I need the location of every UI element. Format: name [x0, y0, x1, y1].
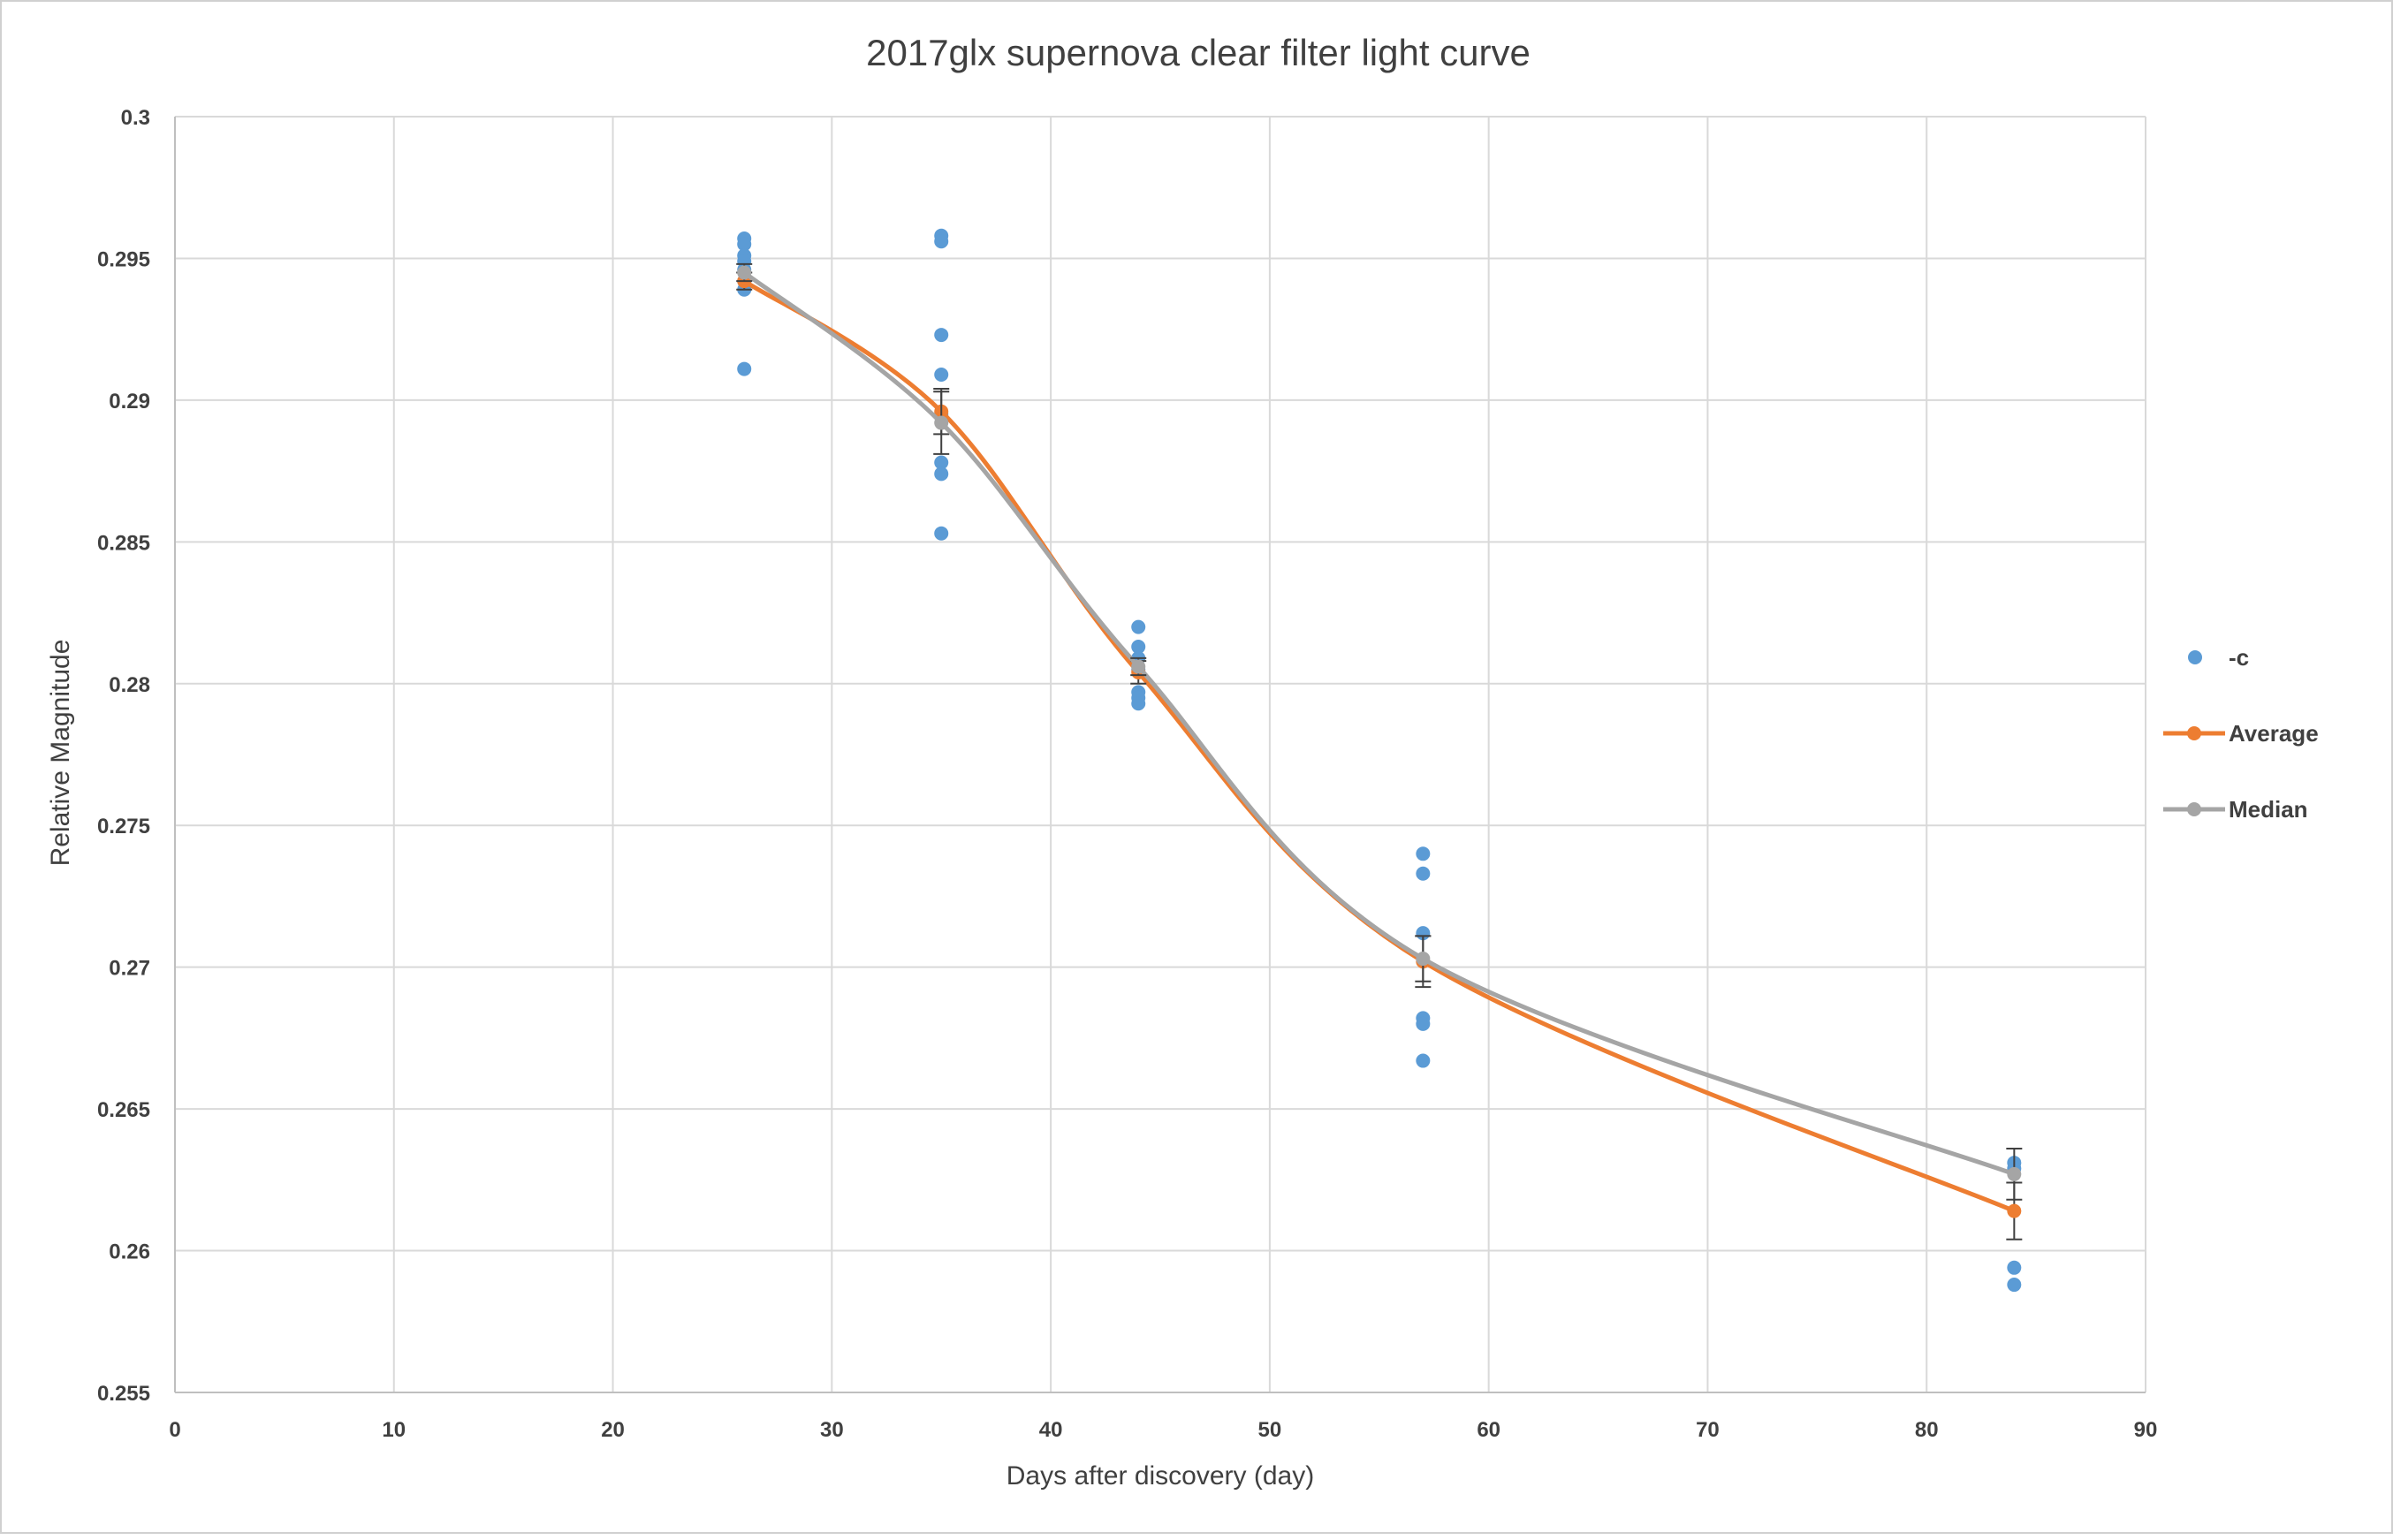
scatter-point [934, 368, 949, 383]
x-tick-label: 50 [1258, 1418, 1282, 1442]
scatter-point [1416, 866, 1431, 881]
scatter-point [2007, 1260, 2022, 1275]
series-marker [2007, 1203, 2022, 1218]
x-tick-label: 80 [1915, 1418, 1939, 1442]
y-tick-labels: 0.3 0.295 0.29 0.285 0.28 0.275 0.27 0.265 0.26 0… [97, 106, 150, 1406]
y-tick-label: 0.3 [121, 106, 150, 130]
x-tick-label: 60 [1477, 1418, 1500, 1442]
y-tick-label: 0.275 [97, 815, 150, 838]
legend: -c Average Median [2163, 644, 2319, 823]
legend-marker [2187, 726, 2201, 740]
scatter-point [1416, 846, 1431, 861]
scatter-point [1131, 696, 1146, 711]
legend-marker-scatter [2188, 650, 2202, 664]
x-tick-label: 0 [169, 1418, 180, 1442]
scatter-point [1416, 1053, 1431, 1068]
x-tick-labels: 0 10 20 30 40 50 60 70 80 90 [169, 1418, 2157, 1442]
y-tick-label: 0.28 [109, 673, 150, 697]
scatter-point [934, 328, 949, 343]
axes [174, 117, 2146, 1393]
scatter-point [1131, 640, 1146, 655]
legend-label: Median [2229, 796, 2308, 823]
legend-label: -c [2229, 644, 2249, 671]
x-axis-title: Days after discovery (day) [1007, 1461, 1314, 1491]
scatter-point [934, 467, 949, 482]
y-tick-label: 0.265 [97, 1098, 150, 1122]
scatter-point [934, 526, 949, 541]
scatter-point [1416, 1016, 1431, 1031]
x-tick-label: 10 [382, 1418, 406, 1442]
series-line-average [742, 279, 2016, 1213]
scatter-point [1131, 619, 1146, 634]
series-line-median [742, 270, 2016, 1177]
grid [175, 116, 2146, 1392]
scatter-point [934, 234, 949, 249]
x-tick-label: 40 [1039, 1418, 1063, 1442]
y-axis-title: Relative Magnitude [46, 640, 75, 867]
legend-marker [2187, 802, 2201, 816]
y-tick-label: 0.285 [97, 531, 150, 555]
legend-label: Average [2229, 720, 2319, 747]
x-tick-label: 30 [820, 1418, 844, 1442]
y-tick-label: 0.255 [97, 1382, 150, 1406]
series-marker [1131, 659, 1146, 674]
series-marker [934, 415, 949, 430]
scatter-point [934, 455, 949, 470]
y-tick-label: 0.295 [97, 247, 150, 271]
y-tick-label: 0.27 [109, 957, 150, 981]
scatter-point [737, 237, 752, 252]
y-tick-label: 0.29 [109, 390, 150, 413]
scatter-point [2007, 1278, 2022, 1293]
series-marker [1416, 952, 1431, 967]
x-tick-label: 70 [1696, 1418, 1720, 1442]
series-marker [737, 265, 752, 280]
series-marker [2007, 1166, 2022, 1181]
chart-title: 2017glx supernova clear filter light cur… [866, 32, 1531, 73]
x-tick-label: 20 [601, 1418, 625, 1442]
x-tick-label: 90 [2134, 1418, 2158, 1442]
series-layer [736, 228, 2023, 1293]
y-tick-label: 0.26 [109, 1240, 150, 1264]
scatter-point [737, 361, 752, 376]
